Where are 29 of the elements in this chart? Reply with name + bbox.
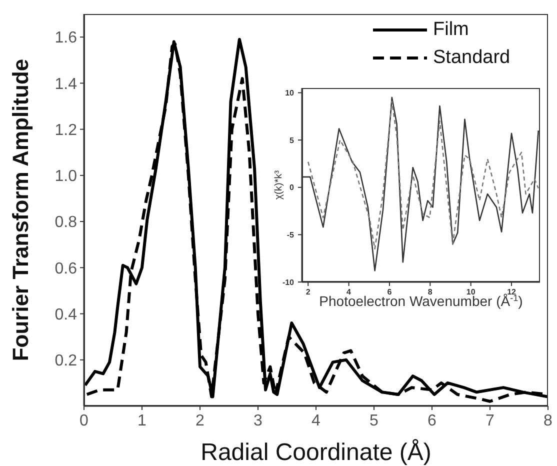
y-tick-label: 1.0 — [54, 168, 78, 186]
x-tick-label: 0 — [80, 412, 89, 430]
line-series — [307, 100, 540, 250]
y-tick-label: 10 — [285, 88, 295, 98]
legend-label: Standard — [433, 46, 510, 70]
y-tick-label: 1.4 — [54, 76, 78, 93]
x-tick-label: 6 — [428, 412, 437, 430]
y-axis-title: Fourier Transform Amplitude — [8, 58, 33, 362]
y-tick-label: 1.6 — [54, 30, 78, 47]
x-tick-label: 8 — [544, 412, 553, 430]
y-tick-label: -10 — [282, 278, 295, 287]
y-tick-label: 0.2 — [54, 352, 78, 370]
x-tick-label: 2 — [306, 288, 311, 297]
x-tick-label: 5 — [370, 412, 379, 430]
y-tick-label: 0 — [290, 183, 295, 192]
x-tick-label: 3 — [254, 412, 263, 430]
legend-label: Film — [433, 18, 469, 42]
y-tick-label: 0.6 — [54, 260, 78, 278]
x-axis-title: Radial Coordinate (Å) — [200, 439, 432, 466]
y-axis-title: χ(k)*k³ — [273, 170, 284, 200]
x-tick-label: 1 — [138, 412, 147, 430]
x-tick-label: 2 — [196, 412, 205, 430]
y-tick-label: 0.4 — [54, 306, 78, 324]
x-tick-label: 4 — [312, 412, 321, 430]
x-tick-label: 7 — [486, 412, 495, 430]
y-tick-label: 5 — [290, 136, 295, 145]
y-tick-label: 1.2 — [54, 122, 78, 139]
y-tick-label: -5 — [286, 230, 295, 240]
y-tick-label: 0.8 — [54, 214, 78, 232]
